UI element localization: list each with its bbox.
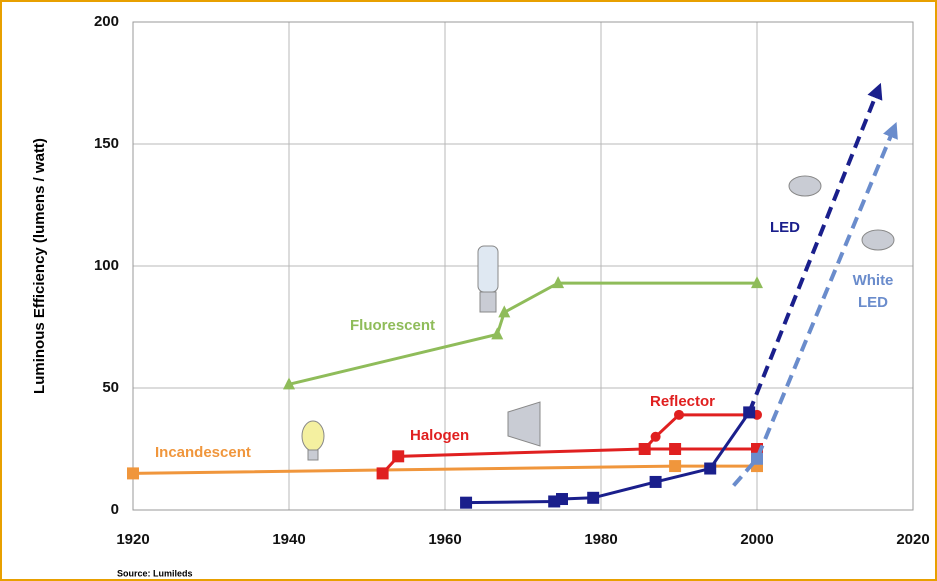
series-label: Fluorescent: [350, 317, 435, 334]
y-axis-title: Luminous Efficiency (lumens / watt): [31, 138, 48, 394]
point: [460, 497, 472, 509]
x-tick-label: 2000: [740, 531, 773, 548]
x-tick-label: 1980: [584, 531, 617, 548]
point: [651, 432, 661, 442]
point: [669, 443, 681, 455]
x-tick-label: 1960: [428, 531, 461, 548]
point: [674, 410, 684, 420]
series-label: Reflector: [650, 393, 715, 410]
point: [392, 450, 404, 462]
projection-line: [749, 90, 878, 412]
y-tick-label: 100: [94, 257, 119, 274]
point: [650, 476, 662, 488]
series-label: Halogen: [410, 427, 469, 444]
point: [743, 406, 755, 418]
x-tick-label: 1920: [116, 531, 149, 548]
point: [704, 463, 716, 475]
y-tick-label: 0: [111, 501, 119, 518]
point: [587, 492, 599, 504]
point: [127, 467, 139, 479]
series-line: [645, 415, 757, 449]
series-label: Incandescent: [155, 444, 251, 461]
chart: Luminous Efficiency (lumens / watt) Sour…: [0, 0, 937, 581]
page: {"chart_data": {"type": "line", "y_label…: [0, 0, 937, 581]
series-label: White LED: [848, 270, 898, 314]
point: [669, 460, 681, 472]
y-tick-label: 200: [94, 13, 119, 30]
point: [377, 467, 389, 479]
series-label: LED: [770, 219, 800, 236]
y-tick-label: 50: [102, 379, 119, 396]
y-tick-label: 150: [94, 135, 119, 152]
point: [556, 493, 568, 505]
x-tick-label: 1940: [272, 531, 305, 548]
point: [751, 453, 763, 465]
point: [640, 444, 650, 454]
point: [491, 327, 503, 339]
x-tick-label: 2020: [896, 531, 929, 548]
source-note: Source: Lumileds: [117, 568, 193, 578]
